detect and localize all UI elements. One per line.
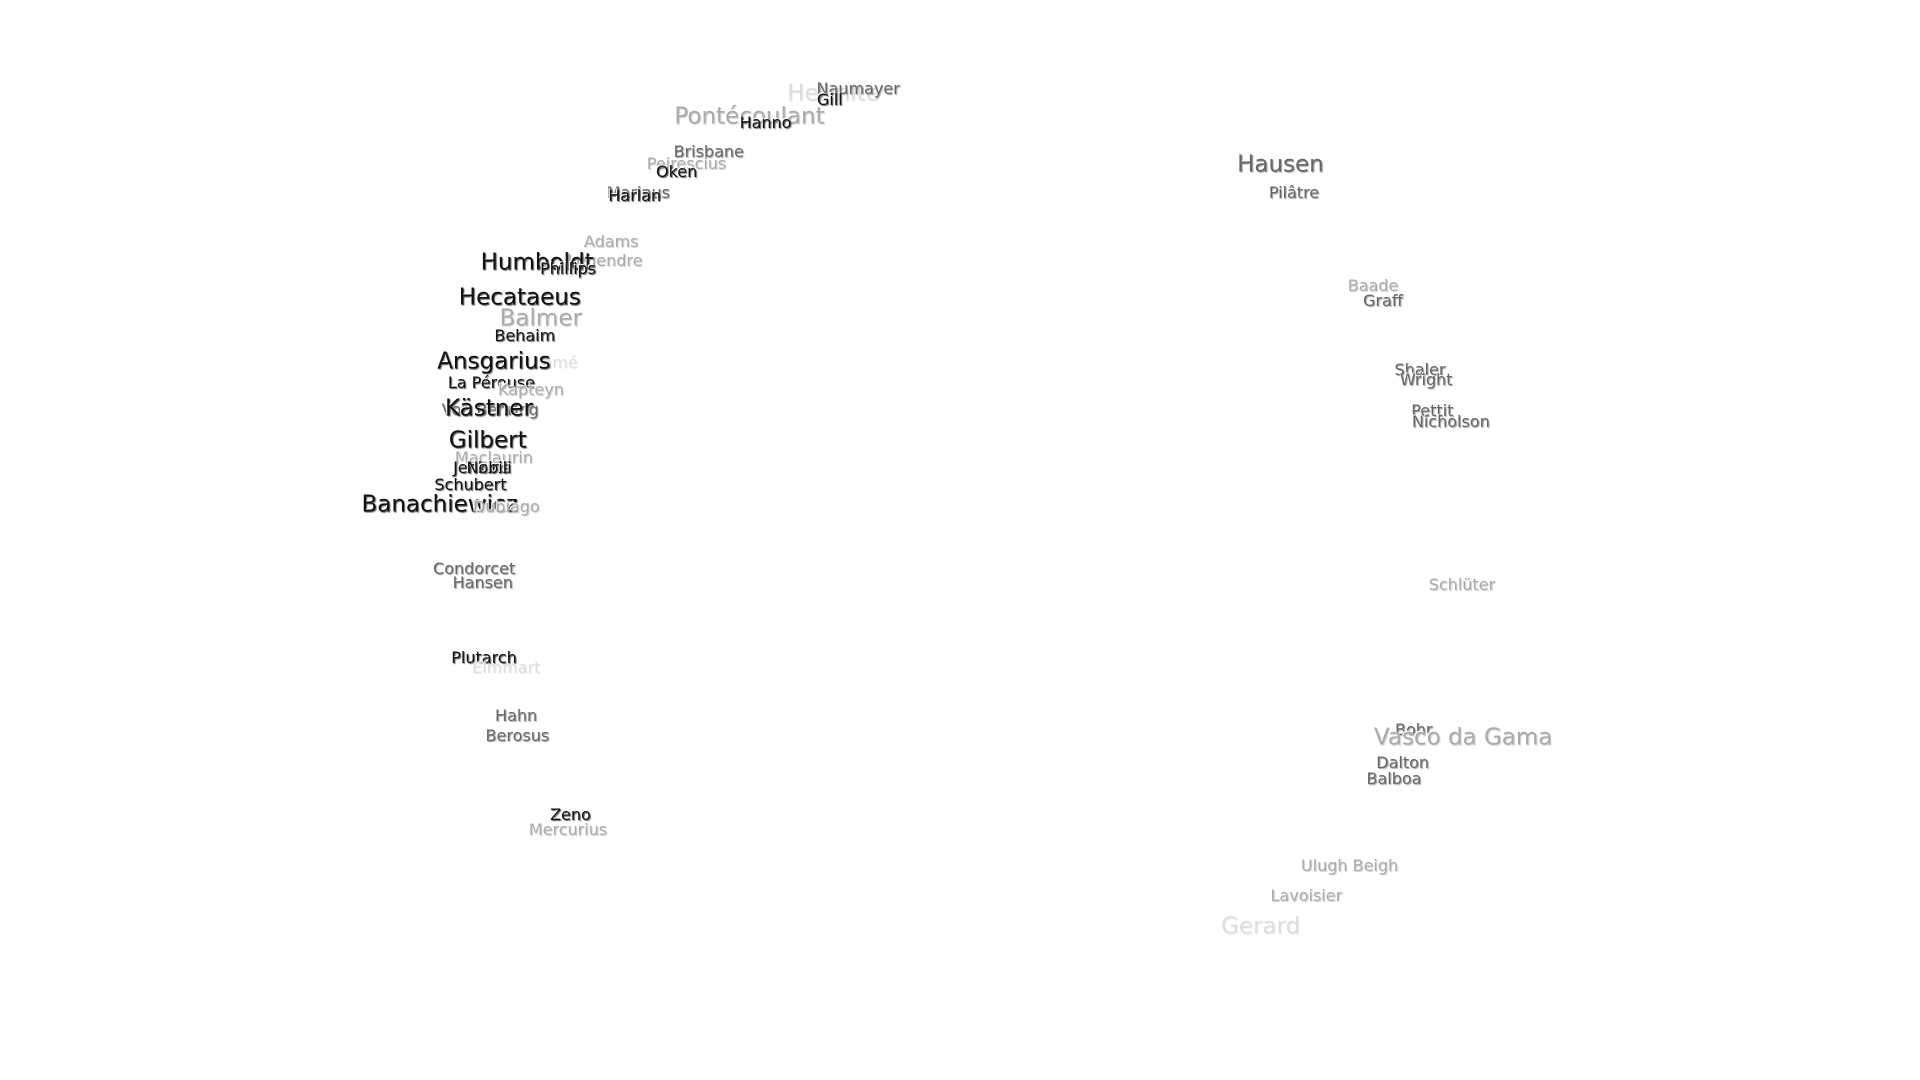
crater-label: Pilâtre [1268, 182, 1320, 202]
crater-label: Condorcet [433, 559, 516, 579]
crater-label: Hecataeus [458, 284, 581, 311]
crater-label: Ansgarius [437, 348, 551, 375]
crater-label: Oken [655, 161, 698, 181]
crater-label: Peirescius [646, 154, 727, 174]
crater-label: Balmer [499, 305, 582, 332]
crater-label: Lavoisier [1270, 886, 1343, 906]
crater-label: Vasco da Gama [1373, 724, 1553, 751]
crater-label: Mercurius [528, 819, 608, 839]
crater-label: Legendre [567, 250, 643, 270]
crater-label: Brisbane [673, 141, 744, 161]
crater-label: Pettit [1411, 401, 1454, 421]
crater-label: Zeno [550, 804, 591, 824]
crater-label: Eimmart [472, 657, 541, 677]
crater-label: Plutarch [451, 648, 517, 668]
crater-label: Balboa [1366, 769, 1422, 789]
crater-label: Hausen [1237, 151, 1324, 178]
crater-label: Berosus [485, 725, 550, 745]
crater-label: Harlan [608, 186, 662, 206]
crater-label: Jenkins [453, 457, 510, 477]
crater-label: Gilbert [448, 427, 527, 454]
crater-label: Gerard [1221, 913, 1301, 940]
crater-label: Kapteyn [497, 380, 564, 400]
crater-label: Ulugh Beigh [1300, 855, 1399, 875]
crater-label: Nicholson [1411, 412, 1490, 432]
crater-label: Hanno [739, 113, 792, 133]
crater-label: Bohr [1395, 719, 1433, 739]
crater-label: Dalton [1376, 753, 1430, 773]
crater-label: Behaim [494, 325, 556, 345]
crater-label: La Pérouse [447, 372, 535, 392]
crater-label: Banachiewicz [361, 491, 518, 518]
crater-label: Marinus [606, 182, 670, 202]
crater-label: Wright [1399, 370, 1453, 390]
crater-label: Hahn [495, 706, 538, 726]
crater-label: Hermite [787, 80, 880, 107]
crater-label: Humboldt [480, 249, 594, 276]
crater-label: Shaler [1394, 360, 1446, 380]
crater-label: Von Behring [441, 399, 539, 419]
crater-label: Maclaurin [454, 448, 533, 468]
crater-label: Schlüter [1428, 575, 1496, 595]
crater-label: Pontécoulant [674, 103, 825, 130]
crater-label: Phillips [539, 259, 596, 279]
crater-label: Kästner [444, 395, 533, 422]
crater-label: Adams [583, 232, 639, 251]
crater-label: Schubert [434, 475, 507, 495]
crater-label: Gill [816, 90, 843, 109]
crater-label: Graff [1362, 291, 1403, 311]
crater-label: Naumayer [816, 78, 900, 98]
crater-label: Dubiago [472, 497, 540, 517]
crater-label: Baade [1347, 276, 1399, 296]
crater-label: Lamé [533, 353, 578, 372]
crater-label: Nobili [466, 457, 512, 477]
crater-label: Hansen [452, 572, 513, 592]
